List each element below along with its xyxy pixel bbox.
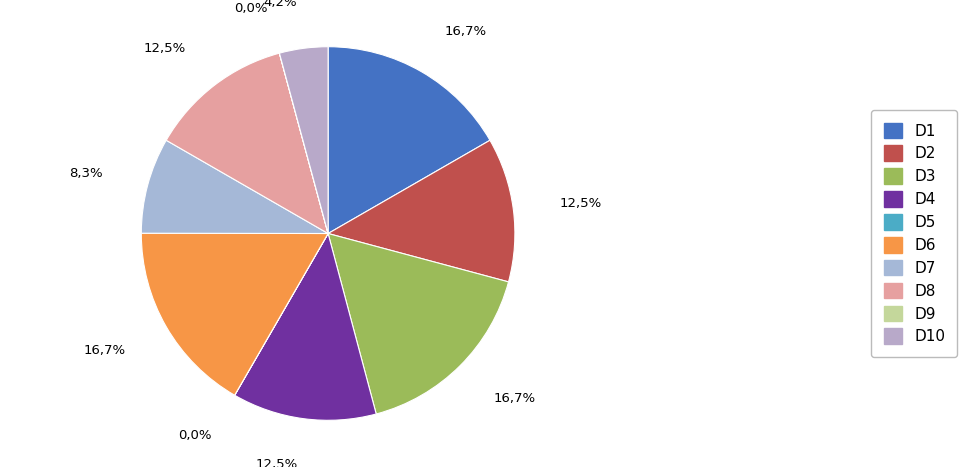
Text: 12,5%: 12,5% (144, 42, 185, 55)
Text: 0,0%: 0,0% (234, 1, 267, 14)
Text: 16,7%: 16,7% (445, 25, 487, 38)
Text: 0,0%: 0,0% (178, 429, 211, 442)
Text: 8,3%: 8,3% (69, 167, 102, 179)
Wedge shape (328, 47, 490, 234)
Wedge shape (141, 233, 328, 395)
Wedge shape (141, 140, 328, 234)
Text: 12,5%: 12,5% (255, 459, 297, 467)
Text: 4,2%: 4,2% (263, 0, 297, 8)
Wedge shape (234, 234, 328, 395)
Wedge shape (328, 234, 509, 414)
Legend: D1, D2, D3, D4, D5, D6, D7, D8, D9, D10: D1, D2, D3, D4, D5, D6, D7, D8, D9, D10 (871, 110, 957, 357)
Wedge shape (280, 53, 328, 234)
Wedge shape (280, 47, 328, 234)
Text: 16,7%: 16,7% (84, 344, 125, 356)
Text: 16,7%: 16,7% (493, 392, 536, 405)
Wedge shape (328, 140, 515, 282)
Wedge shape (234, 234, 376, 420)
Wedge shape (166, 53, 328, 234)
Text: 12,5%: 12,5% (560, 197, 602, 210)
